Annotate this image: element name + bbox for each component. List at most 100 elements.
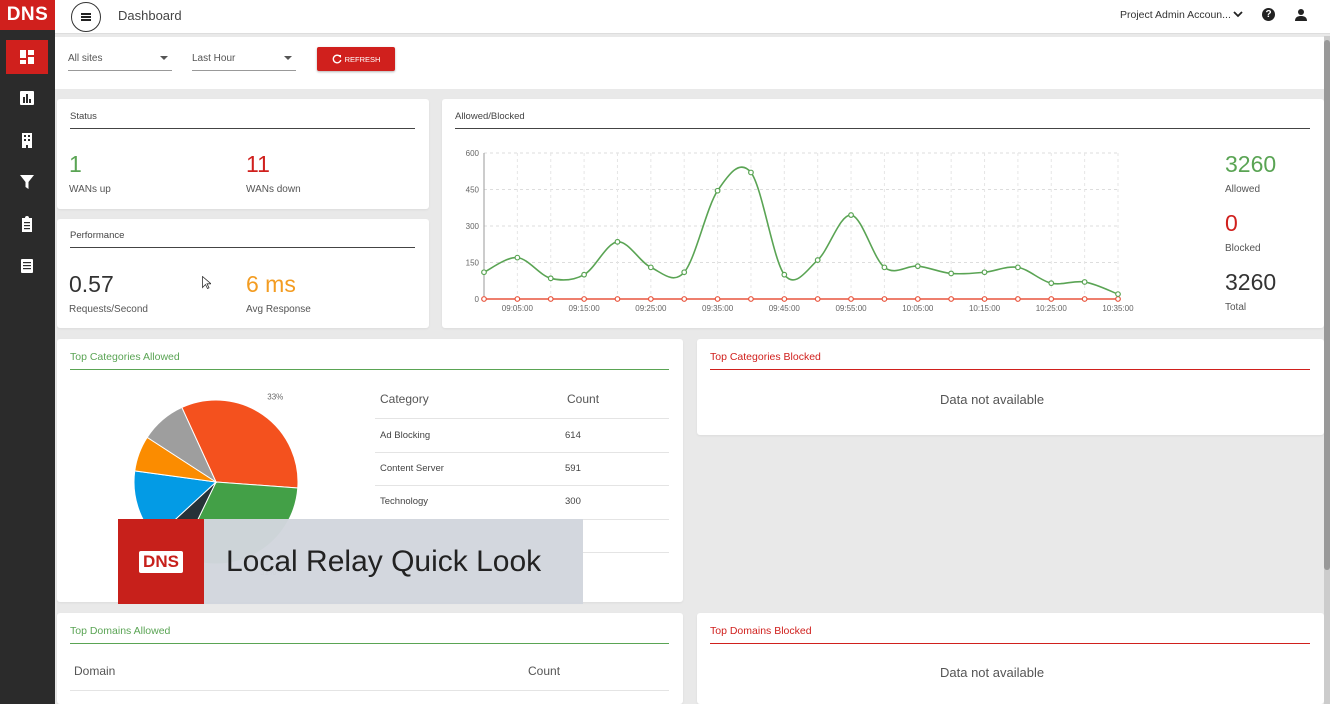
y-tick-label: 0 <box>475 295 480 304</box>
table-cell-category: Ad Blocking <box>380 430 431 441</box>
breadcrumb: Dashboard <box>118 8 182 23</box>
allowed-data-point <box>1048 280 1055 287</box>
blocked-data-point <box>647 296 654 302</box>
blocked-data-point <box>948 296 955 302</box>
video-title-banner: DNS Local Relay Quick Look <box>118 519 583 604</box>
sidebar-item-policies[interactable] <box>6 207 48 241</box>
filter-bar: All sites Last Hour REFRESH <box>55 37 1325 89</box>
total-label: Total <box>1225 302 1247 313</box>
top-domains-allowed-title: Top Domains Allowed <box>70 625 171 637</box>
table-cell-count: 591 <box>565 463 581 474</box>
performance-card: Performance 0.57 Requests/Second 6 ms Av… <box>57 219 429 328</box>
blocked-data-point <box>1014 296 1021 302</box>
blocked-total-value: 0 <box>1225 210 1238 236</box>
table-cell-count: 300 <box>565 496 581 507</box>
blocked-data-point <box>914 296 921 302</box>
y-tick-label: 150 <box>466 259 480 268</box>
y-tick-label: 600 <box>466 149 480 158</box>
blocked-data-point <box>814 296 821 302</box>
blocked-data-point <box>581 296 588 302</box>
banner-title: Local Relay Quick Look <box>204 519 583 604</box>
x-tick-label: 10:25:00 <box>1036 304 1068 313</box>
document-icon <box>21 259 33 273</box>
divider <box>710 643 1310 644</box>
user-icon[interactable] <box>1295 8 1307 21</box>
pie-slice-label: 33% <box>267 393 283 402</box>
status-card: Status 1 WANs up 11 WANs down <box>57 99 429 209</box>
mouse-cursor-icon <box>202 276 211 289</box>
avg-response-value: 6 ms <box>246 271 296 297</box>
x-tick-label: 10:05:00 <box>902 304 934 313</box>
allowed-data-point <box>547 275 554 282</box>
sidebar: DNS <box>0 0 55 704</box>
blocked-data-point <box>1115 296 1121 302</box>
wans-up-label: WANs up <box>69 184 111 195</box>
sidebar-item-reports[interactable] <box>6 81 48 115</box>
allowed-blocked-line-chart: 0 150 300 450 600 09:05:00 09:15:00 09:25:00 09:… <box>466 149 1134 313</box>
chevron-down-icon[interactable] <box>1233 9 1243 19</box>
divider <box>70 369 669 370</box>
divider <box>70 247 415 248</box>
x-tick-label: 09:55:00 <box>835 304 867 313</box>
top-domains-blocked-title: Top Domains Blocked <box>710 625 812 637</box>
refresh-label: REFRESH <box>344 54 381 64</box>
sidebar-item-sites[interactable] <box>6 123 48 157</box>
time-range-select[interactable]: Last Hour <box>192 47 296 71</box>
divider <box>710 369 1310 370</box>
divider <box>70 128 415 129</box>
allowed-series-line <box>483 166 1119 295</box>
app-logo[interactable]: DNS <box>0 0 55 30</box>
refresh-icon <box>332 54 342 64</box>
allowed-data-point <box>581 271 588 278</box>
refresh-button[interactable]: REFRESH <box>317 47 395 71</box>
allowed-data-point <box>981 269 988 276</box>
blocked-data-point <box>514 296 521 302</box>
account-menu[interactable]: Project Admin Accoun... <box>1120 9 1231 21</box>
site-select[interactable]: All sites <box>68 47 172 71</box>
allowed-data-point <box>748 169 754 176</box>
table-cell-category: Content Server <box>380 463 444 474</box>
blocked-data-point <box>748 296 754 302</box>
allowed-data-point <box>781 271 788 278</box>
time-range-value: Last Hour <box>192 53 236 64</box>
blocked-data-point <box>848 296 854 302</box>
requests-per-second-value: 0.57 <box>69 271 114 297</box>
allowed-data-point <box>647 264 654 271</box>
list-icon <box>81 13 91 21</box>
sidebar-item-filters[interactable] <box>6 165 48 199</box>
blocked-total-label: Blocked <box>1225 243 1261 254</box>
pie-slice <box>146 406 218 484</box>
divider <box>375 485 669 486</box>
x-tick-label: 09:45:00 <box>769 304 801 313</box>
x-tick-label: 09:35:00 <box>702 304 734 313</box>
divider <box>375 452 669 453</box>
y-tick-label: 300 <box>466 222 480 231</box>
allowed-blocked-card: Allowed/Blocked 0 150 300 450 600 09:05:00 09:… <box>442 99 1324 328</box>
sidebar-item-logs[interactable] <box>6 249 48 283</box>
scrollbar-thumb[interactable] <box>1324 40 1330 570</box>
blocked-data-point <box>614 296 621 302</box>
blocked-data-point <box>981 296 988 302</box>
allowed-data-point <box>814 257 821 263</box>
column-header-domain: Domain <box>74 664 116 678</box>
blocked-data-point <box>547 296 554 302</box>
blocked-data-point <box>481 296 487 302</box>
divider <box>70 643 669 644</box>
building-icon <box>22 133 32 148</box>
sidebar-item-dashboard[interactable] <box>6 40 48 74</box>
menu-toggle-button[interactable] <box>71 2 101 32</box>
total-value: 3260 <box>1225 269 1277 295</box>
dashboard-icon <box>20 50 34 64</box>
dropdown-caret-icon <box>284 56 292 60</box>
blocked-data-point <box>681 296 688 302</box>
divider <box>70 690 669 691</box>
help-icon[interactable]: ? <box>1262 8 1275 21</box>
column-header-count: Count <box>567 392 600 406</box>
allowed-data-point <box>948 270 955 277</box>
x-tick-label: 09:15:00 <box>569 304 601 313</box>
table-cell-count: 614 <box>565 430 581 441</box>
top-domains-blocked-card: Top Domains Blocked Data not available <box>697 613 1324 704</box>
allowed-data-point <box>481 269 487 276</box>
x-tick-label: 10:15:00 <box>969 304 1001 313</box>
allowed-data-point <box>848 212 854 218</box>
